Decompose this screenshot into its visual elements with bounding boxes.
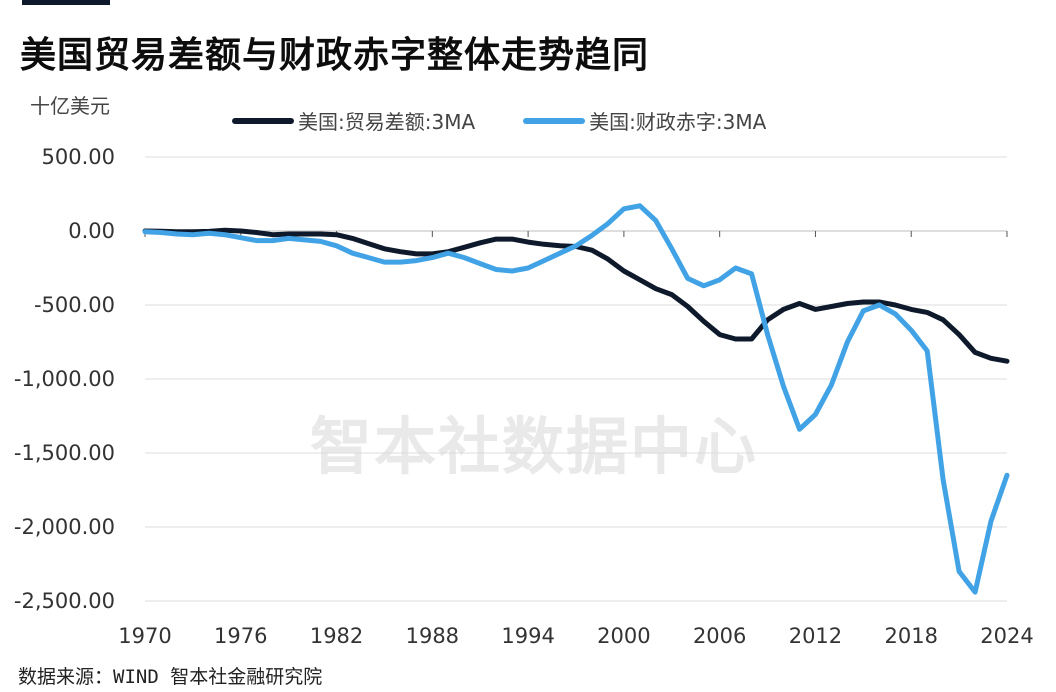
x-tick-label: 2000 xyxy=(597,624,650,648)
watermark: 智本社数据中心 xyxy=(310,410,759,483)
chart-title: 美国贸易差额与财政赤字整体走势趋同 xyxy=(20,35,650,76)
legend-label-trade: 美国:贸易差额:3MA xyxy=(298,110,476,134)
x-tick-label: 2018 xyxy=(884,624,937,648)
y-tick-label: -1,500.00 xyxy=(14,441,115,465)
legend-item-fiscal: 美国:财政赤字:3MA xyxy=(523,106,766,135)
x-axis-ticks: 1970 1976 1982 1988 1994 2000 2006 2012 2018 2024 xyxy=(118,231,1034,648)
y-tick-label: 0.00 xyxy=(68,219,115,243)
x-tick-label: 1970 xyxy=(118,624,171,648)
y-tick-label: -2,000.00 xyxy=(14,515,115,539)
legend-swatch-trade xyxy=(232,117,294,124)
y-axis-unit-label: 十亿美元 xyxy=(30,94,110,118)
series-line-fiscal-deficit xyxy=(142,203,1010,595)
legend-swatch-fiscal xyxy=(523,117,586,124)
y-tick-label: -2,500.00 xyxy=(14,589,115,613)
series-lines xyxy=(142,203,1010,595)
legend: 美国:贸易差额:3MA 美国:财政赤字:3MA xyxy=(232,106,814,135)
x-tick-label: 1988 xyxy=(406,624,459,648)
x-tick-label: 1994 xyxy=(501,624,554,648)
x-tick-label: 1976 xyxy=(214,624,267,648)
y-tick-label: -1,000.00 xyxy=(14,367,115,391)
y-axis-ticks: 500.00 0.00 -500.00 -1,000.00 -1,500.00 -2,00… xyxy=(14,145,115,613)
source-note: 数据来源：WIND 智本社金融研究院 xyxy=(18,666,323,688)
title-accent-bar xyxy=(22,0,110,5)
gridlines xyxy=(145,156,1007,602)
legend-label-fiscal: 美国:财政赤字:3MA xyxy=(589,110,767,134)
legend-item-trade: 美国:贸易差额:3MA xyxy=(232,106,475,135)
y-tick-label: 500.00 xyxy=(42,145,115,169)
series-line-trade-balance xyxy=(142,227,1010,364)
x-tick-label: 2024 xyxy=(980,624,1033,648)
x-tick-label: 2006 xyxy=(693,624,746,648)
y-tick-label: -500.00 xyxy=(34,293,115,317)
x-tick-label: 2012 xyxy=(789,624,842,648)
x-tick-label: 1982 xyxy=(310,624,363,648)
